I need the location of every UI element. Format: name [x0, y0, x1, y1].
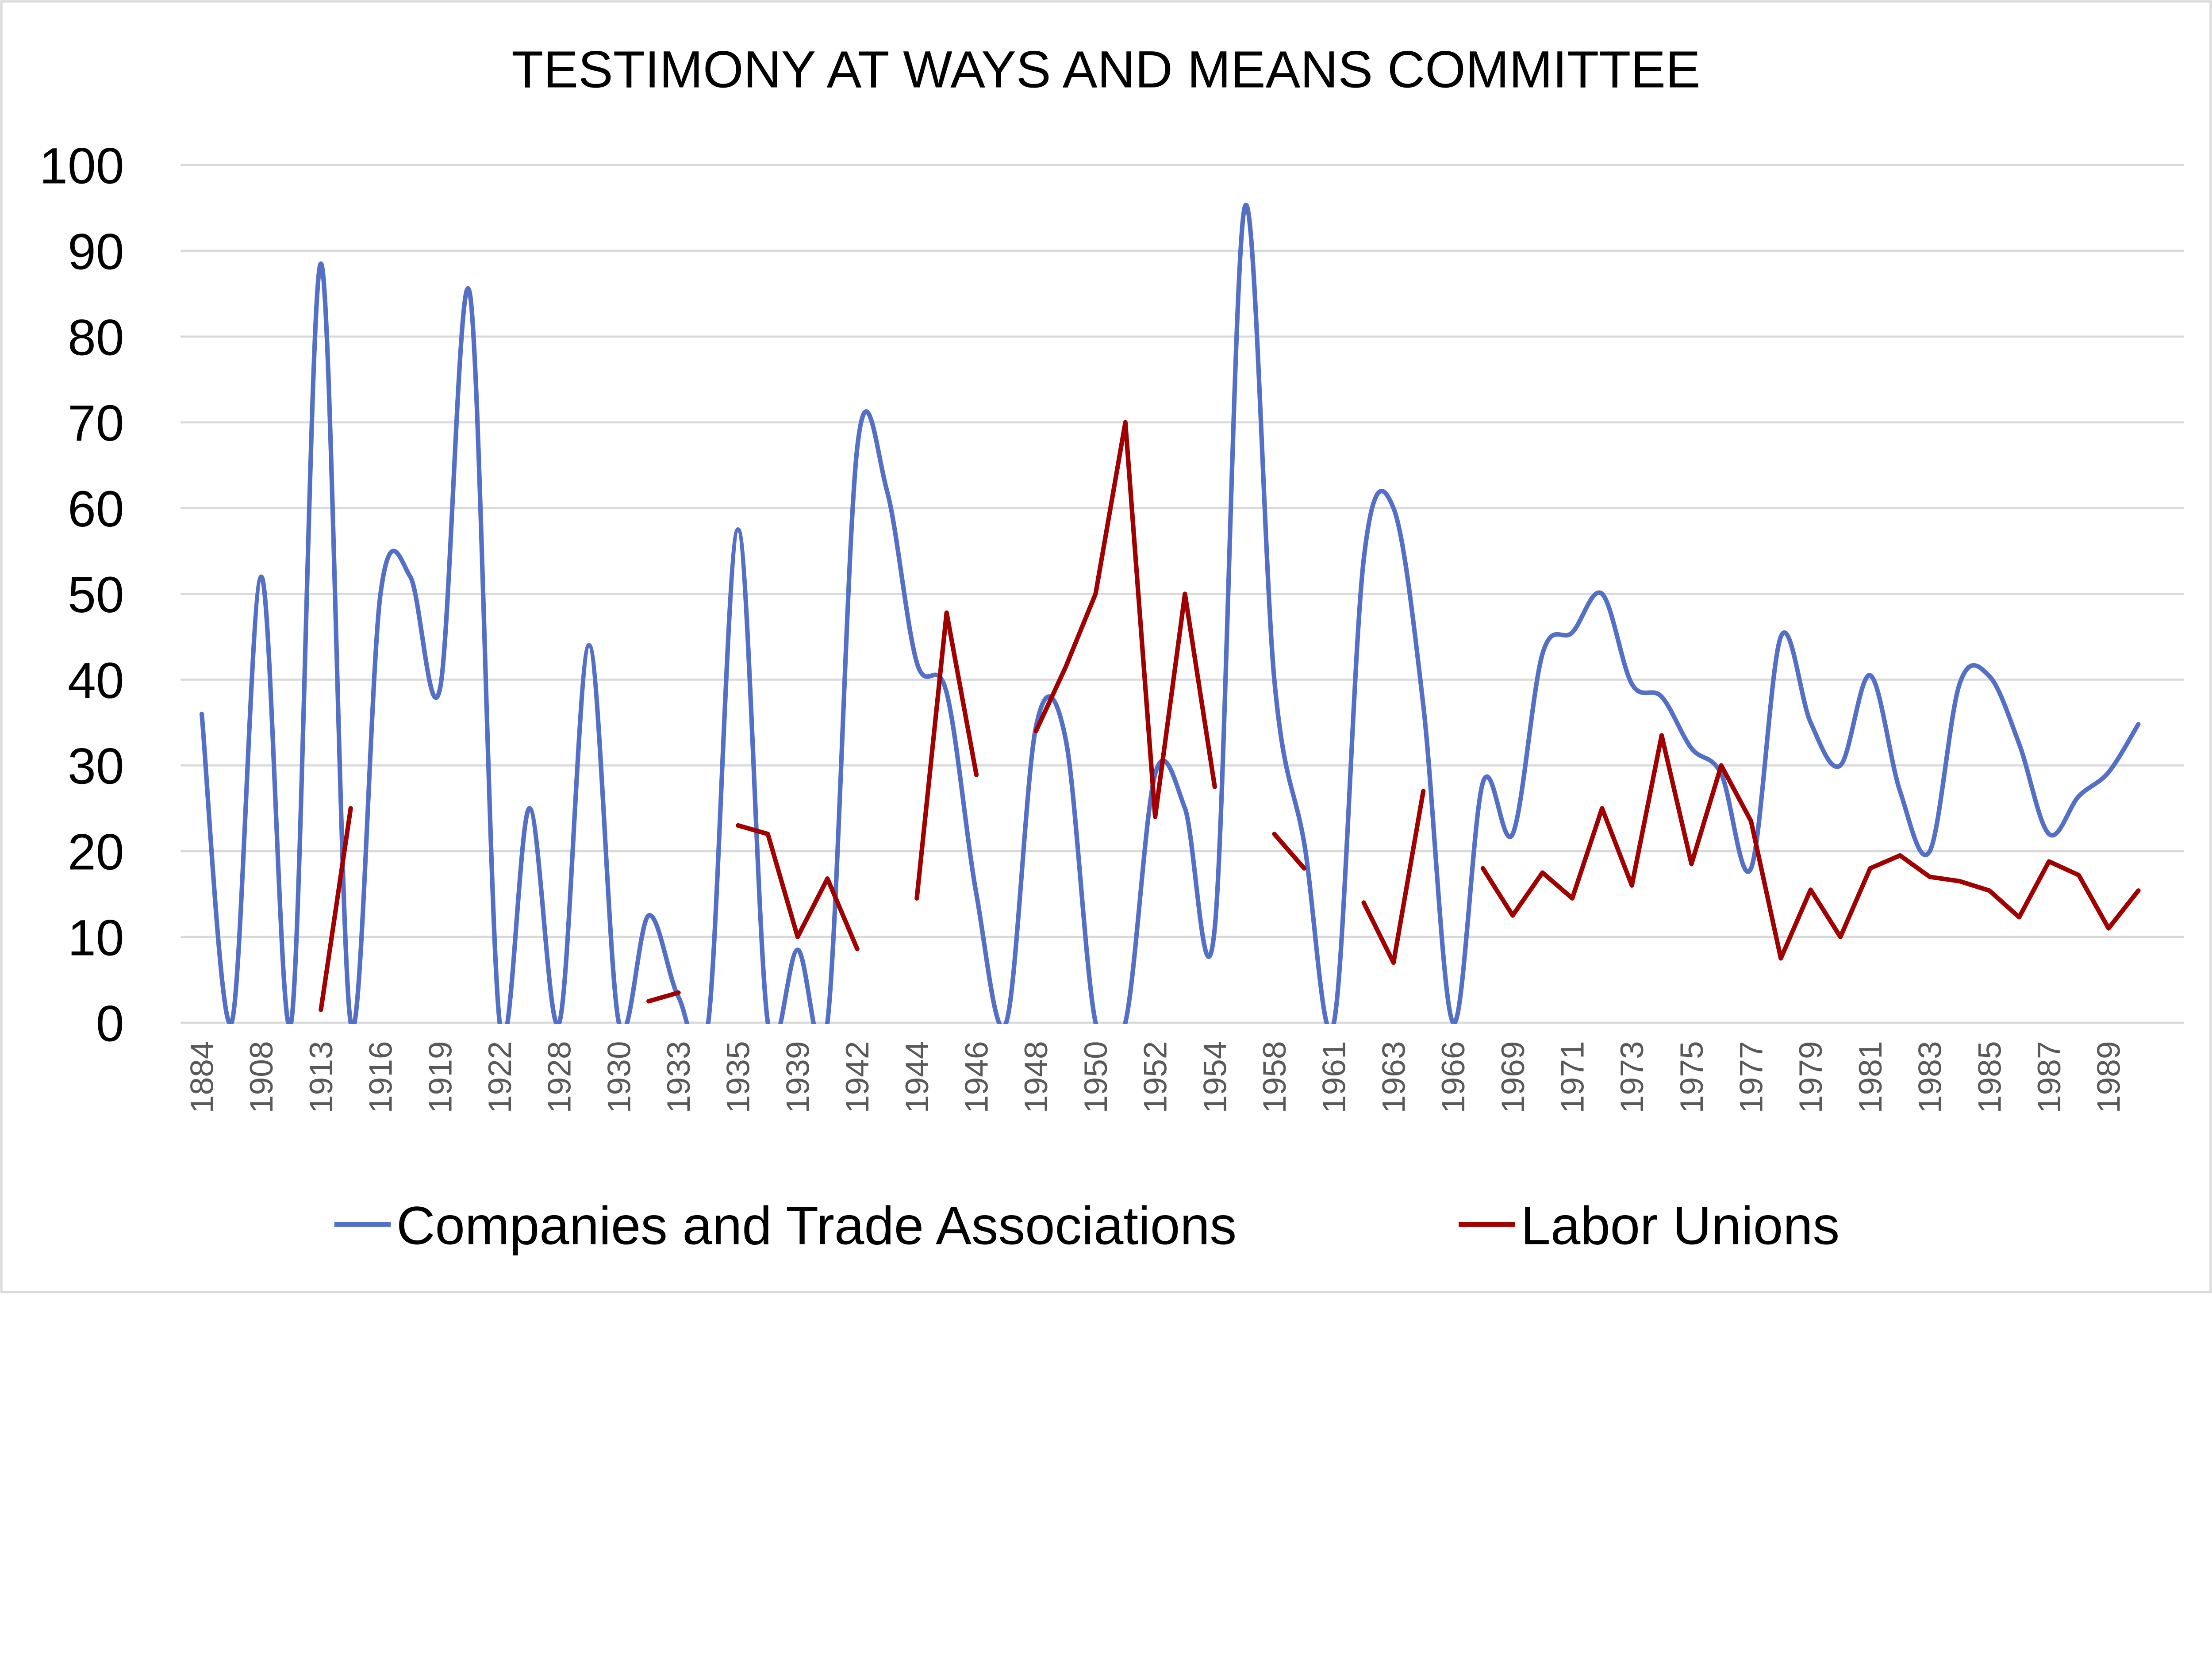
- x-tick-label: 1981: [1852, 1041, 1889, 1113]
- y-axis-ticks: 0 10 20 30 40 50 60 70 80 90 100: [39, 138, 124, 1052]
- series-companies: [199, 203, 2141, 1025]
- y-tick-label: 60: [68, 481, 124, 537]
- y-tick-label: 10: [68, 909, 124, 966]
- series-line-segment: [914, 610, 979, 901]
- y-tick-label: 20: [68, 824, 124, 881]
- series-line-segment: [199, 203, 2141, 1025]
- x-tick-label: 1942: [839, 1041, 876, 1113]
- x-tick-label: 1948: [1018, 1041, 1054, 1113]
- x-tick-label: 1971: [1554, 1041, 1590, 1113]
- x-tick-label: 1977: [1733, 1041, 1770, 1113]
- x-tick-label: 1985: [1971, 1041, 2008, 1113]
- series-line-segment: [1033, 420, 1217, 819]
- y-tick-label: 40: [68, 652, 124, 709]
- x-tick-label: 1963: [1375, 1041, 1412, 1113]
- legend: Companies and Trade Associations Labor U…: [334, 1195, 1839, 1255]
- x-tick-label: 1935: [720, 1041, 757, 1113]
- y-tick-label: 80: [68, 309, 124, 366]
- chart-title: TESTIMONY AT WAYS AND MEANS COMMITTEE: [511, 41, 1700, 99]
- x-tick-label: 1944: [899, 1041, 935, 1113]
- y-tick-label: 70: [68, 395, 124, 452]
- x-tick-label: 1979: [1793, 1041, 1829, 1113]
- x-tick-label: 1969: [1495, 1041, 1531, 1113]
- x-tick-label: 1987: [2031, 1041, 2067, 1113]
- x-tick-label: 1928: [541, 1041, 578, 1113]
- y-tick-label: 50: [68, 567, 124, 623]
- line-chart: TESTIMONY AT WAYS AND MEANS COMMITTEE 0 1…: [0, 0, 2212, 1293]
- y-tick-label: 90: [68, 223, 124, 280]
- x-tick-label: 1961: [1316, 1041, 1352, 1113]
- series-line-segment: [1272, 832, 1306, 871]
- x-tick-label: 1908: [243, 1041, 280, 1113]
- x-tick-label: 1919: [422, 1041, 458, 1113]
- x-tick-label: 1950: [1078, 1041, 1114, 1113]
- x-axis-ticks: 1884 1908 1913 1916 1919 1922 1928 1930 1933 1935…: [184, 1041, 2127, 1113]
- chart-border: [0, 0, 2212, 1293]
- series-line-segment: [1480, 733, 2141, 961]
- x-tick-label: 1946: [959, 1041, 995, 1113]
- y-tick-label: 0: [96, 995, 124, 1052]
- legend-label-labor-unions: Labor Unions: [1521, 1195, 1839, 1255]
- x-tick-label: 1983: [1912, 1041, 1948, 1113]
- series-line-segment: [1361, 789, 1426, 965]
- series-line-segment: [319, 806, 353, 1012]
- x-tick-label: 1916: [363, 1041, 399, 1113]
- series-labor-unions: [319, 420, 2141, 1012]
- x-tick-label: 1952: [1137, 1041, 1174, 1113]
- series-line-segment: [646, 990, 681, 1004]
- x-tick-label: 1954: [1197, 1041, 1233, 1113]
- x-tick-label: 1913: [303, 1041, 339, 1113]
- x-tick-label: 1922: [482, 1041, 518, 1113]
- x-tick-label: 1989: [2091, 1041, 2127, 1113]
- x-tick-label: 1975: [1674, 1041, 1710, 1113]
- x-tick-label: 1939: [780, 1041, 816, 1113]
- legend-item-labor-unions[interactable]: Labor Unions: [1459, 1195, 1839, 1255]
- x-tick-label: 1884: [184, 1041, 220, 1113]
- x-tick-label: 1930: [601, 1041, 637, 1113]
- x-tick-label: 1958: [1256, 1041, 1293, 1113]
- y-tick-label: 100: [39, 138, 124, 195]
- legend-label-companies: Companies and Trade Associations: [396, 1195, 1237, 1255]
- legend-item-companies[interactable]: Companies and Trade Associations: [334, 1195, 1237, 1255]
- x-tick-label: 1973: [1614, 1041, 1650, 1113]
- series-lines: [199, 203, 2141, 1025]
- series-line-segment: [736, 823, 860, 952]
- y-tick-label: 30: [68, 738, 124, 795]
- x-tick-label: 1966: [1435, 1041, 1471, 1113]
- x-tick-label: 1933: [661, 1041, 697, 1113]
